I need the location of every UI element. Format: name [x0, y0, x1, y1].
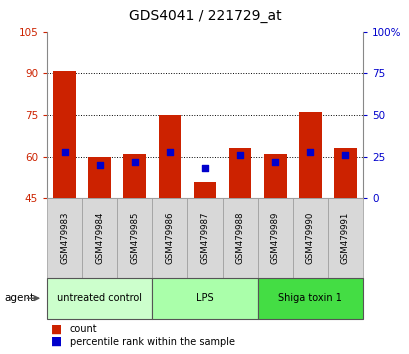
Point	[236, 152, 243, 158]
Bar	[47, 198, 82, 278]
Bar	[187, 198, 222, 278]
Bar	[47, 278, 152, 319]
Text: GSM479988: GSM479988	[235, 212, 244, 264]
Text: GSM479987: GSM479987	[200, 212, 209, 264]
Point	[201, 165, 208, 171]
Bar	[222, 198, 257, 278]
Bar	[117, 198, 152, 278]
Text: count: count	[70, 324, 97, 334]
Bar	[158, 115, 181, 198]
Text: ■: ■	[51, 323, 62, 336]
Bar	[152, 198, 187, 278]
Point	[341, 152, 348, 158]
Point	[271, 159, 278, 165]
Text: GSM479986: GSM479986	[165, 212, 174, 264]
Bar	[123, 154, 146, 198]
Text: untreated control: untreated control	[57, 293, 142, 303]
Bar	[193, 182, 216, 198]
Text: ■: ■	[51, 335, 62, 348]
Bar	[292, 198, 327, 278]
Bar	[152, 278, 257, 319]
Bar	[257, 198, 292, 278]
Text: GSM479990: GSM479990	[305, 212, 314, 264]
Bar	[257, 278, 362, 319]
Point	[96, 162, 103, 168]
Point	[166, 149, 173, 154]
Bar	[327, 198, 362, 278]
Text: GSM479991: GSM479991	[340, 212, 349, 264]
Bar	[263, 154, 286, 198]
Bar	[298, 112, 321, 198]
Text: GSM479983: GSM479983	[60, 212, 69, 264]
Point	[131, 159, 138, 165]
Text: agent: agent	[4, 293, 34, 303]
Point	[61, 149, 68, 154]
Bar	[333, 148, 356, 198]
Text: Shiga toxin 1: Shiga toxin 1	[278, 293, 342, 303]
Text: GSM479985: GSM479985	[130, 212, 139, 264]
Bar	[53, 71, 76, 198]
Bar	[82, 198, 117, 278]
Text: GDS4041 / 221729_at: GDS4041 / 221729_at	[128, 9, 281, 23]
Point	[306, 149, 313, 154]
Text: percentile rank within the sample: percentile rank within the sample	[70, 337, 234, 347]
Text: GSM479984: GSM479984	[95, 212, 104, 264]
Bar	[88, 156, 111, 198]
Bar	[228, 148, 251, 198]
Text: LPS: LPS	[196, 293, 213, 303]
Text: GSM479989: GSM479989	[270, 212, 279, 264]
